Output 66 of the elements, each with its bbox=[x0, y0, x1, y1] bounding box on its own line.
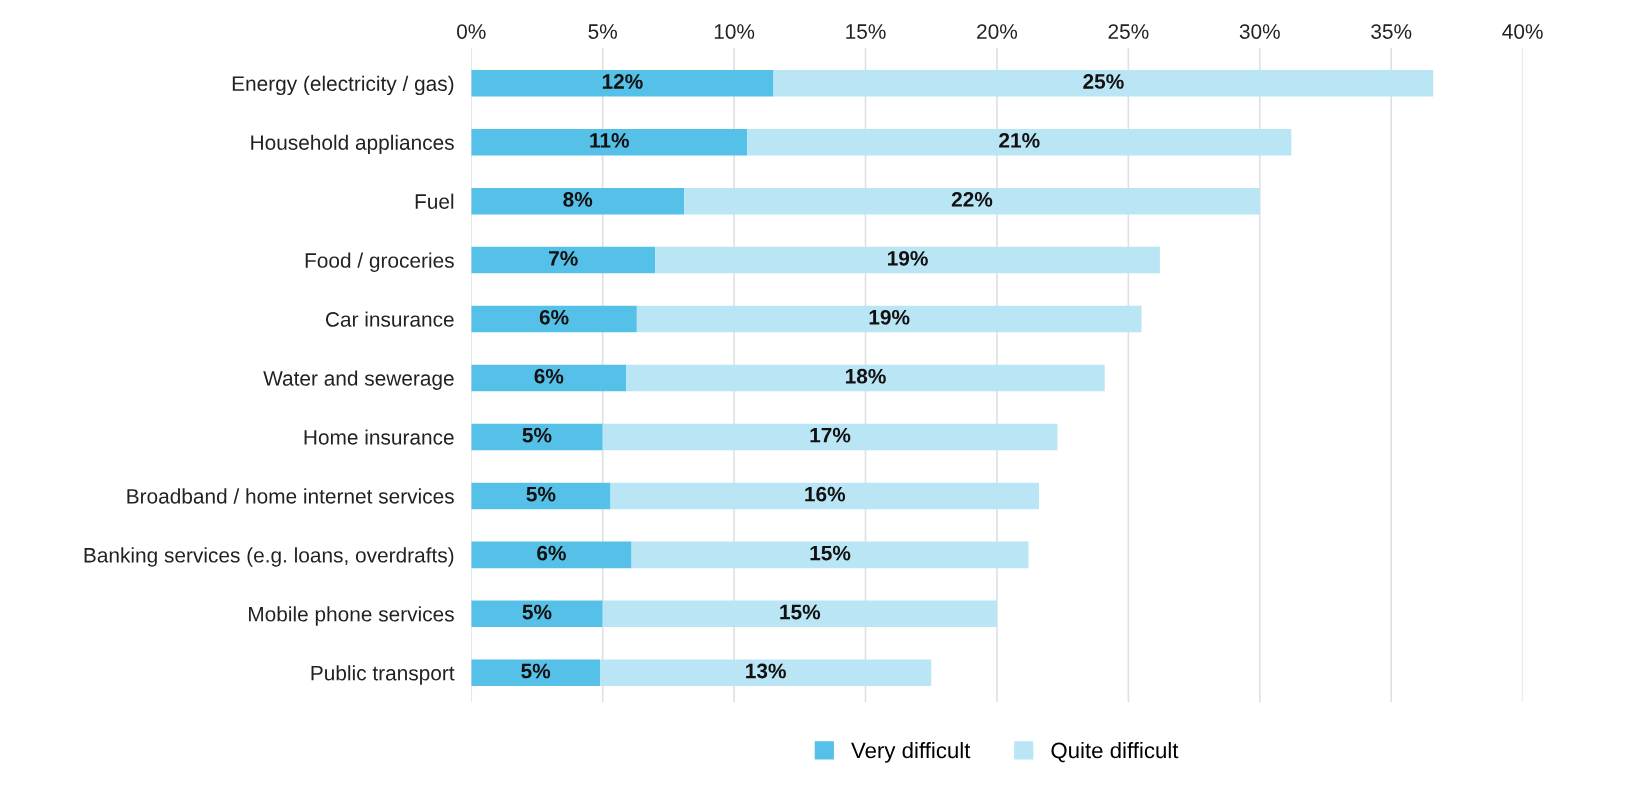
x-tick-label: 25% bbox=[1108, 24, 1149, 39]
bar bbox=[626, 364, 1105, 392]
bar bbox=[471, 541, 632, 569]
legend-label: Quite difficult bbox=[1051, 741, 1179, 763]
x-tick-label: 5% bbox=[588, 24, 617, 39]
x-tick-label: 40% bbox=[1502, 24, 1543, 39]
data-label: 5% bbox=[522, 427, 552, 443]
bar bbox=[471, 659, 601, 687]
bar bbox=[471, 128, 748, 156]
x-tick-label: 20% bbox=[977, 24, 1018, 39]
y-tick-label: Household appliances bbox=[251, 134, 454, 155]
data-label: 12% bbox=[602, 74, 643, 89]
data-label: 19% bbox=[869, 309, 910, 325]
bar bbox=[471, 600, 603, 628]
data-label: 16% bbox=[805, 486, 846, 502]
bar bbox=[471, 246, 656, 274]
data-label: 13% bbox=[746, 663, 786, 679]
bar bbox=[631, 541, 1029, 569]
y-tick-label: Food / groceries bbox=[305, 252, 454, 272]
data-label: 5% bbox=[521, 663, 551, 679]
data-label: 8% bbox=[563, 191, 593, 207]
data-label: 17% bbox=[810, 427, 851, 443]
bar bbox=[602, 600, 997, 628]
data-label: 11% bbox=[590, 133, 629, 148]
bar bbox=[471, 69, 774, 97]
legend-label: Very difficult bbox=[851, 741, 971, 763]
y-tick-label: Public transport bbox=[311, 665, 455, 685]
y-tick-label: Energy (electricity / gas) bbox=[232, 75, 454, 96]
data-label: 7% bbox=[549, 251, 578, 266]
bar bbox=[471, 423, 603, 451]
data-label: 5% bbox=[522, 604, 552, 620]
bar bbox=[471, 364, 627, 392]
data-label: 22% bbox=[951, 191, 993, 207]
bar bbox=[602, 423, 1058, 451]
data-label: 18% bbox=[845, 368, 886, 384]
y-tick-label: Broadband / home internet services bbox=[127, 488, 454, 504]
y-tick-label: Mobile phone services bbox=[249, 606, 454, 626]
y-tick-label: Car insurance bbox=[325, 311, 454, 327]
y-tick-label: Banking services (e.g. loans, overdrafts) bbox=[84, 547, 454, 567]
data-label: 15% bbox=[780, 604, 821, 620]
bar bbox=[655, 246, 1160, 274]
bar bbox=[600, 659, 932, 687]
x-tick-label: 0% bbox=[457, 24, 486, 39]
data-label: 21% bbox=[999, 133, 1040, 148]
x-tick-label: 10% bbox=[714, 24, 755, 39]
bar bbox=[773, 69, 1434, 97]
bar bbox=[684, 187, 1260, 215]
bar bbox=[471, 305, 637, 333]
bar bbox=[471, 482, 611, 510]
data-label: 25% bbox=[1083, 74, 1124, 89]
bar bbox=[471, 187, 685, 215]
x-tick-label: 15% bbox=[846, 24, 886, 39]
data-label: 6% bbox=[537, 545, 566, 561]
bar bbox=[636, 305, 1142, 333]
y-tick-label: Fuel bbox=[415, 193, 454, 209]
y-tick-label: Water and sewerage bbox=[263, 370, 454, 390]
bar bbox=[610, 482, 1039, 510]
data-label: 6% bbox=[534, 368, 564, 384]
data-label: 6% bbox=[539, 309, 569, 325]
y-tick-label: Home insurance bbox=[304, 429, 454, 445]
x-tick-label: 30% bbox=[1239, 24, 1280, 39]
data-label: 19% bbox=[888, 250, 928, 266]
bar bbox=[747, 128, 1292, 156]
x-tick-label: 35% bbox=[1371, 24, 1412, 39]
data-label: 5% bbox=[526, 486, 556, 502]
data-label: 15% bbox=[810, 545, 851, 561]
